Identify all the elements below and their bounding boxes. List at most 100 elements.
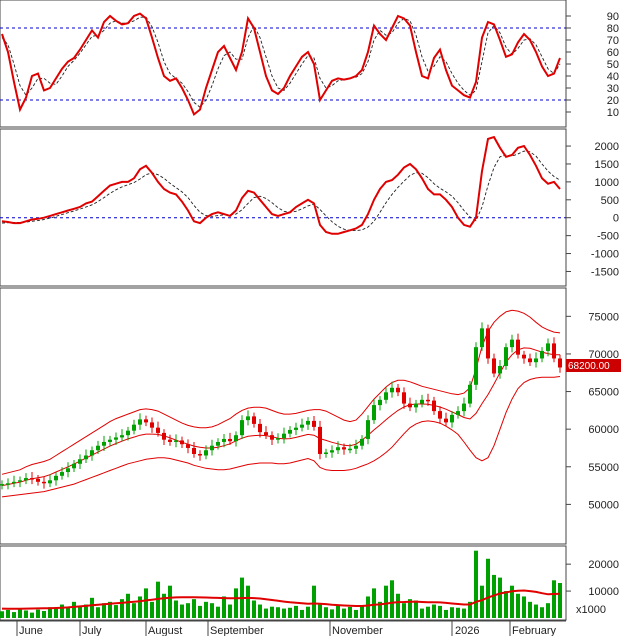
candle-body-70 xyxy=(420,399,424,404)
candle-body-69 xyxy=(414,403,418,408)
price-frame xyxy=(0,287,567,545)
price-tick-label-2: 65000 xyxy=(588,387,619,399)
volume-bar-2 xyxy=(12,612,16,618)
volume-bar-77 xyxy=(462,608,466,618)
bollinger-upper-band xyxy=(1,309,561,475)
volume-bar-39 xyxy=(234,588,238,618)
volume-bar-76 xyxy=(456,607,460,618)
volume-bar-90 xyxy=(540,607,544,618)
volume-bar-51 xyxy=(306,606,310,618)
volume-bar-54 xyxy=(324,607,328,618)
candle-body-42 xyxy=(252,416,256,424)
price-tick-label-5: 50000 xyxy=(588,499,619,511)
volume-bar-19 xyxy=(114,605,118,618)
candle-body-75 xyxy=(450,414,454,423)
month-label-june: June xyxy=(19,625,43,636)
volume-bar-86 xyxy=(516,593,520,618)
volume-bar-29 xyxy=(174,600,178,618)
macd-frame xyxy=(0,128,567,287)
volume-bar-30 xyxy=(180,604,184,618)
candle-body-12 xyxy=(72,463,76,469)
volume-bar-11 xyxy=(66,606,70,618)
candle-body-10 xyxy=(60,472,64,476)
volume-bar-69 xyxy=(414,600,418,618)
candle-body-9 xyxy=(54,475,58,481)
volume-bar-60 xyxy=(360,605,364,618)
volume-bar-3 xyxy=(18,608,22,618)
volume-bar-53 xyxy=(318,604,322,618)
volume-bar-58 xyxy=(348,606,352,618)
month-label-september: September xyxy=(210,625,264,636)
candle-body-93 xyxy=(558,358,562,368)
candle-body-35 xyxy=(210,445,214,451)
volume-bar-4 xyxy=(24,610,28,618)
candle-body-16 xyxy=(96,445,100,451)
candle-body-59 xyxy=(354,445,358,449)
candle-body-4 xyxy=(24,478,28,481)
volume-bar-22 xyxy=(132,603,136,618)
price-tick-label-3: 60000 xyxy=(588,424,619,436)
candle-body-11 xyxy=(66,468,70,473)
volume-bar-75 xyxy=(450,607,454,618)
volume-frame xyxy=(0,545,567,621)
candle-body-31 xyxy=(186,444,190,448)
volume-bar-17 xyxy=(102,603,106,618)
rsi-tick-label-2: 70 xyxy=(607,35,619,47)
price-tick-label-0: 75000 xyxy=(588,311,619,323)
candle-body-39 xyxy=(234,435,238,442)
candle-body-81 xyxy=(486,328,490,359)
month-label-july: July xyxy=(82,625,102,636)
volume-bar-87 xyxy=(522,596,526,618)
volume-bar-45 xyxy=(270,606,274,618)
volume-bar-24 xyxy=(144,588,148,618)
volume-bar-78 xyxy=(468,601,472,618)
price-tick-label-4: 55000 xyxy=(588,462,619,474)
volume-bar-63 xyxy=(378,601,382,618)
volume-bar-89 xyxy=(534,604,538,618)
price-axis: 75000 70000 65000 60000 55000 50000 xyxy=(566,311,619,511)
volume-bar-56 xyxy=(336,605,340,618)
volume-bar-25 xyxy=(150,601,154,618)
candle-body-15 xyxy=(90,450,94,456)
volume-bar-27 xyxy=(162,593,166,618)
last-price-label: 68200.00 xyxy=(568,361,610,372)
volume-bar-67 xyxy=(402,603,406,618)
volume-bar-70 xyxy=(420,608,424,618)
candle-body-21 xyxy=(126,430,130,436)
volume-bar-68 xyxy=(408,599,412,618)
candle-body-64 xyxy=(384,392,388,400)
candle-body-65 xyxy=(390,387,394,393)
candle-body-76 xyxy=(456,411,460,415)
candle-body-17 xyxy=(102,441,106,446)
volume-bars xyxy=(0,550,562,618)
volume-bar-8 xyxy=(48,607,52,618)
candle-body-24 xyxy=(144,419,148,423)
candle-body-13 xyxy=(78,459,82,464)
volume-bar-48 xyxy=(288,607,292,618)
candle-body-56 xyxy=(336,447,340,451)
volume-bar-9 xyxy=(54,608,58,618)
candle-body-29 xyxy=(174,440,178,442)
volume-bar-83 xyxy=(498,577,502,618)
candlesticks xyxy=(0,322,562,490)
volume-bar-62 xyxy=(372,588,376,618)
candle-body-44 xyxy=(264,432,268,436)
candle-body-5 xyxy=(30,478,34,480)
volume-bar-85 xyxy=(510,585,514,618)
candle-body-79 xyxy=(474,347,478,385)
candle-body-19 xyxy=(114,437,118,440)
macd-tick-label-4: 0 xyxy=(613,213,619,225)
candle-body-8 xyxy=(48,480,52,484)
volume-bar-52 xyxy=(312,585,316,618)
candle-body-92 xyxy=(552,343,556,359)
volume-bar-28 xyxy=(168,585,172,618)
candle-body-41 xyxy=(246,416,250,421)
rsi-tick-label-7: 20 xyxy=(607,95,619,107)
candle-body-47 xyxy=(282,433,286,439)
candle-body-1 xyxy=(6,483,10,485)
bollinger-middle-band xyxy=(1,347,560,487)
candle-body-27 xyxy=(162,432,166,440)
candle-body-74 xyxy=(444,418,448,423)
